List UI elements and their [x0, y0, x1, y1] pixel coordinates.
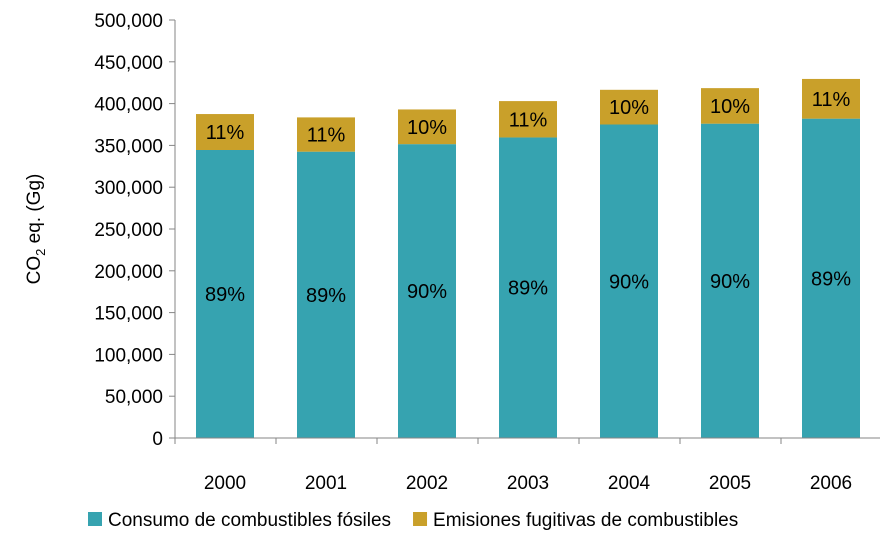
y-tick-label: 0	[152, 429, 163, 450]
x-tick-label: 2004	[608, 473, 651, 494]
data-label-emisiones: 10%	[710, 96, 750, 118]
bar-segment-emisiones	[297, 117, 355, 152]
y-axis: 0 50,000 100,000 150,000 200,000 250,000 300,0…	[94, 11, 176, 450]
x-tick-label: 2001	[305, 473, 347, 494]
x-tick-label: 2002	[406, 473, 448, 494]
bar-segment-consumo	[196, 149, 254, 439]
bar-segment-emisiones	[802, 78, 860, 119]
y-tick-label: 300,000	[94, 178, 163, 199]
data-label-emisiones: 11%	[206, 122, 245, 144]
y-tick-label: 450,000	[94, 53, 163, 74]
data-label-emisiones: 11%	[812, 89, 851, 111]
bars: 89% 11% 89% 11% 90% 10% 89% 11% 90% 10% 90% 10% 89% 1…	[196, 78, 860, 439]
data-label-consumo: 89%	[205, 284, 245, 306]
bar-segment-consumo	[802, 118, 860, 438]
y-axis-label-main: CO	[24, 256, 45, 285]
bar-segment-emisiones	[499, 101, 557, 138]
legend-swatch	[413, 512, 428, 526]
data-label-consumo: 89%	[811, 268, 851, 290]
bar-segment-consumo	[499, 137, 557, 438]
y-tick-label: 250,000	[94, 220, 163, 241]
bar-segment-emisiones	[701, 88, 759, 124]
x-tick-label: 2006	[810, 473, 852, 494]
bar-segment-consumo	[701, 123, 759, 438]
y-tick-label: 500,000	[94, 11, 163, 32]
data-label-consumo: 89%	[306, 285, 346, 307]
bar-segment-consumo	[600, 124, 658, 438]
data-label-emisiones: 10%	[407, 117, 447, 139]
bar-segment-emisiones	[196, 114, 254, 150]
legend-label: Consumo de combustibles fósiles	[108, 510, 391, 531]
bar-segment-consumo	[297, 151, 355, 439]
bar-segment-emisiones	[600, 89, 658, 125]
data-label-emisiones: 11%	[307, 125, 346, 147]
x-axis: 2000 2001 2002 2003 2004 2005 2006	[174, 437, 880, 494]
y-axis-label-subscript: 2	[33, 249, 48, 256]
data-label-consumo: 90%	[609, 271, 649, 293]
data-label-consumo: 90%	[407, 281, 447, 303]
bar-segment-consumo	[398, 144, 456, 438]
y-tick-label: 50,000	[105, 387, 163, 408]
data-label-consumo: 89%	[508, 278, 548, 300]
x-tick-label: 2000	[204, 473, 246, 494]
y-tick-label: 350,000	[94, 136, 163, 157]
bar-segment-emisiones	[398, 109, 456, 145]
y-tick-label: 100,000	[94, 345, 163, 366]
y-tick-label: 200,000	[94, 262, 163, 283]
data-label-emisiones: 11%	[509, 109, 548, 131]
y-tick-label: 150,000	[94, 304, 163, 325]
legend-swatch	[88, 512, 102, 526]
y-tick-label: 400,000	[94, 95, 163, 116]
y-axis-label: CO2 eq. (Gg)	[24, 174, 48, 285]
y-axis-label-rest: eq. (Gg)	[24, 174, 45, 249]
legend: Consumo de combustibles fósiles Emisiones…	[88, 510, 738, 531]
x-tick-label: 2005	[709, 473, 751, 494]
data-label-consumo: 90%	[710, 271, 750, 293]
x-tick-label: 2003	[507, 473, 549, 494]
legend-label: Emisiones fugitivas de combustibles	[433, 510, 738, 531]
data-label-emisiones: 10%	[609, 97, 649, 119]
